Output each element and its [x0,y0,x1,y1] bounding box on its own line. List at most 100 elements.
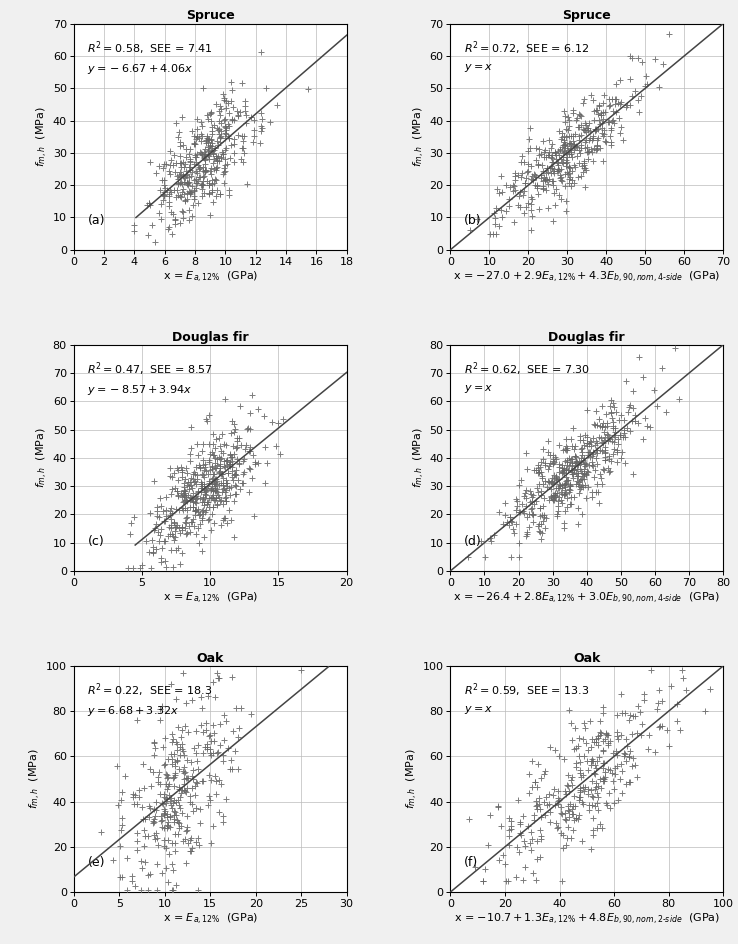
Point [596,108,607,123]
Point [202,147,214,162]
Point [114,869,126,885]
Point [624,708,635,723]
Point [565,456,577,471]
Point [541,798,553,813]
Point [194,801,206,817]
Point [199,185,210,200]
Point [199,495,210,510]
Point [197,159,209,174]
Point [570,755,582,770]
Point [218,91,230,106]
Point [150,542,162,557]
Point [641,76,652,92]
Point [675,722,686,737]
Point [638,692,650,707]
Point [547,456,559,471]
Point [559,145,571,160]
Point [572,468,584,483]
Point [199,152,210,167]
Point [500,204,511,219]
Point [533,524,545,539]
Point [170,826,182,841]
Point [552,499,564,514]
Point [204,447,216,462]
Point [559,137,570,152]
Point [566,466,578,481]
Point [577,767,589,783]
Point [523,520,535,535]
Point [215,467,227,482]
Point [514,472,526,487]
Point [551,147,562,162]
Point [173,793,184,808]
Point [635,705,646,720]
Point [596,121,607,136]
Point [131,843,143,858]
Point [194,169,206,184]
Point [227,438,239,453]
Point [218,480,230,496]
Point [538,170,550,185]
Point [557,442,569,457]
Point [192,447,204,463]
Point [568,812,579,827]
Point [181,781,193,796]
Point [581,464,593,479]
Point [171,737,183,752]
Point [583,116,595,131]
Point [578,92,590,107]
Point [570,469,582,484]
Point [575,442,587,457]
Point [571,462,583,477]
Point [579,428,590,443]
Point [196,745,208,760]
Point [220,791,232,806]
Point [193,830,204,845]
Point [556,461,568,476]
Point [550,488,562,503]
Point [170,520,182,535]
Point [565,136,576,151]
Point [195,690,207,705]
Point [560,152,572,167]
Point [189,503,201,518]
Point [542,164,554,179]
Point [531,834,542,849]
Point [604,785,615,801]
Point [599,771,610,786]
Point [179,194,191,209]
Point [204,177,215,193]
Point [140,533,152,548]
Point [587,153,599,168]
Point [176,110,187,125]
Point [548,474,560,489]
Text: (e): (e) [87,856,105,869]
Point [615,705,627,720]
Point [190,111,202,126]
Point [570,810,582,825]
Point [245,707,257,722]
Point [167,883,179,898]
Point [610,105,622,120]
Point [186,492,198,507]
Point [604,733,616,749]
Point [160,791,172,806]
Point [604,398,616,413]
Point [195,484,207,499]
Point [207,146,218,161]
Point [591,435,603,450]
Point [219,131,231,146]
Point [607,396,619,411]
Point [510,491,522,506]
Point [493,186,505,201]
Point [561,458,573,473]
Point [254,136,266,151]
Point [545,475,557,490]
Point [184,142,196,157]
Point [220,141,232,156]
Point [239,98,251,113]
Point [179,471,191,486]
Point [597,742,609,757]
Point [153,159,165,174]
Point [135,853,147,868]
